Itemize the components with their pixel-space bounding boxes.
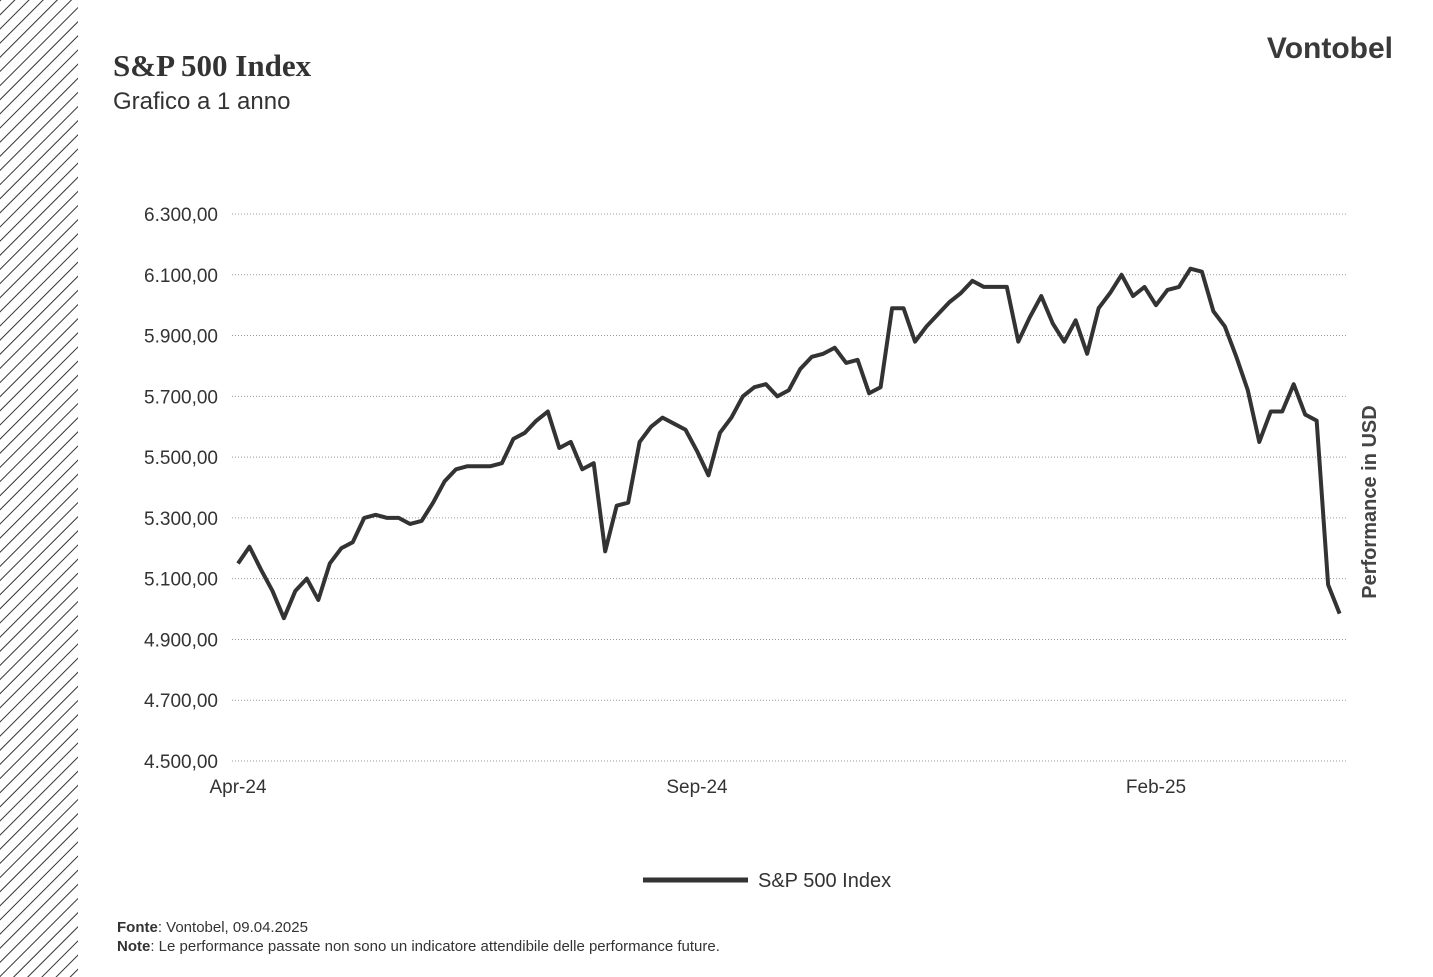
source-label: Fonte bbox=[117, 919, 158, 936]
footnote-note: Note: Le performance passate non sono un… bbox=[117, 938, 720, 955]
x-tick-label: Feb-25 bbox=[1126, 777, 1186, 798]
hatch-band bbox=[0, 0, 78, 977]
y-tick-label: 6.100,00 bbox=[144, 266, 218, 287]
y-tick-label: 6.300,00 bbox=[144, 205, 218, 226]
chart-title: S&P 500 Index bbox=[113, 48, 312, 83]
chart-subtitle: Grafico a 1 anno bbox=[113, 88, 290, 115]
x-tick-label: Sep-24 bbox=[666, 777, 728, 798]
y-tick-label: 4.500,00 bbox=[144, 752, 218, 773]
y-tick-label: 5.300,00 bbox=[144, 509, 218, 530]
brand-logo: Vontobel bbox=[1267, 32, 1393, 65]
data-line bbox=[236, 266, 1342, 621]
note-text: : Le performance passate non sono un ind… bbox=[150, 938, 720, 955]
y-tick-label: 5.100,00 bbox=[144, 570, 218, 591]
y-axis-label: Performance in USD bbox=[1359, 405, 1381, 598]
legend-label: S&P 500 Index bbox=[758, 870, 891, 892]
y-tick-label: 5.700,00 bbox=[144, 387, 218, 408]
x-tick-label: Apr-24 bbox=[209, 777, 266, 798]
note-label: Note bbox=[117, 938, 150, 955]
y-tick-label: 4.700,00 bbox=[144, 691, 218, 712]
y-tick-label: 4.900,00 bbox=[144, 630, 218, 651]
y-tick-label: 5.500,00 bbox=[144, 448, 218, 469]
y-tick-label: 5.900,00 bbox=[144, 327, 218, 348]
source-text: : Vontobel, 09.04.2025 bbox=[158, 919, 308, 936]
footnote-source: Fonte: Vontobel, 09.04.2025 bbox=[117, 919, 308, 936]
